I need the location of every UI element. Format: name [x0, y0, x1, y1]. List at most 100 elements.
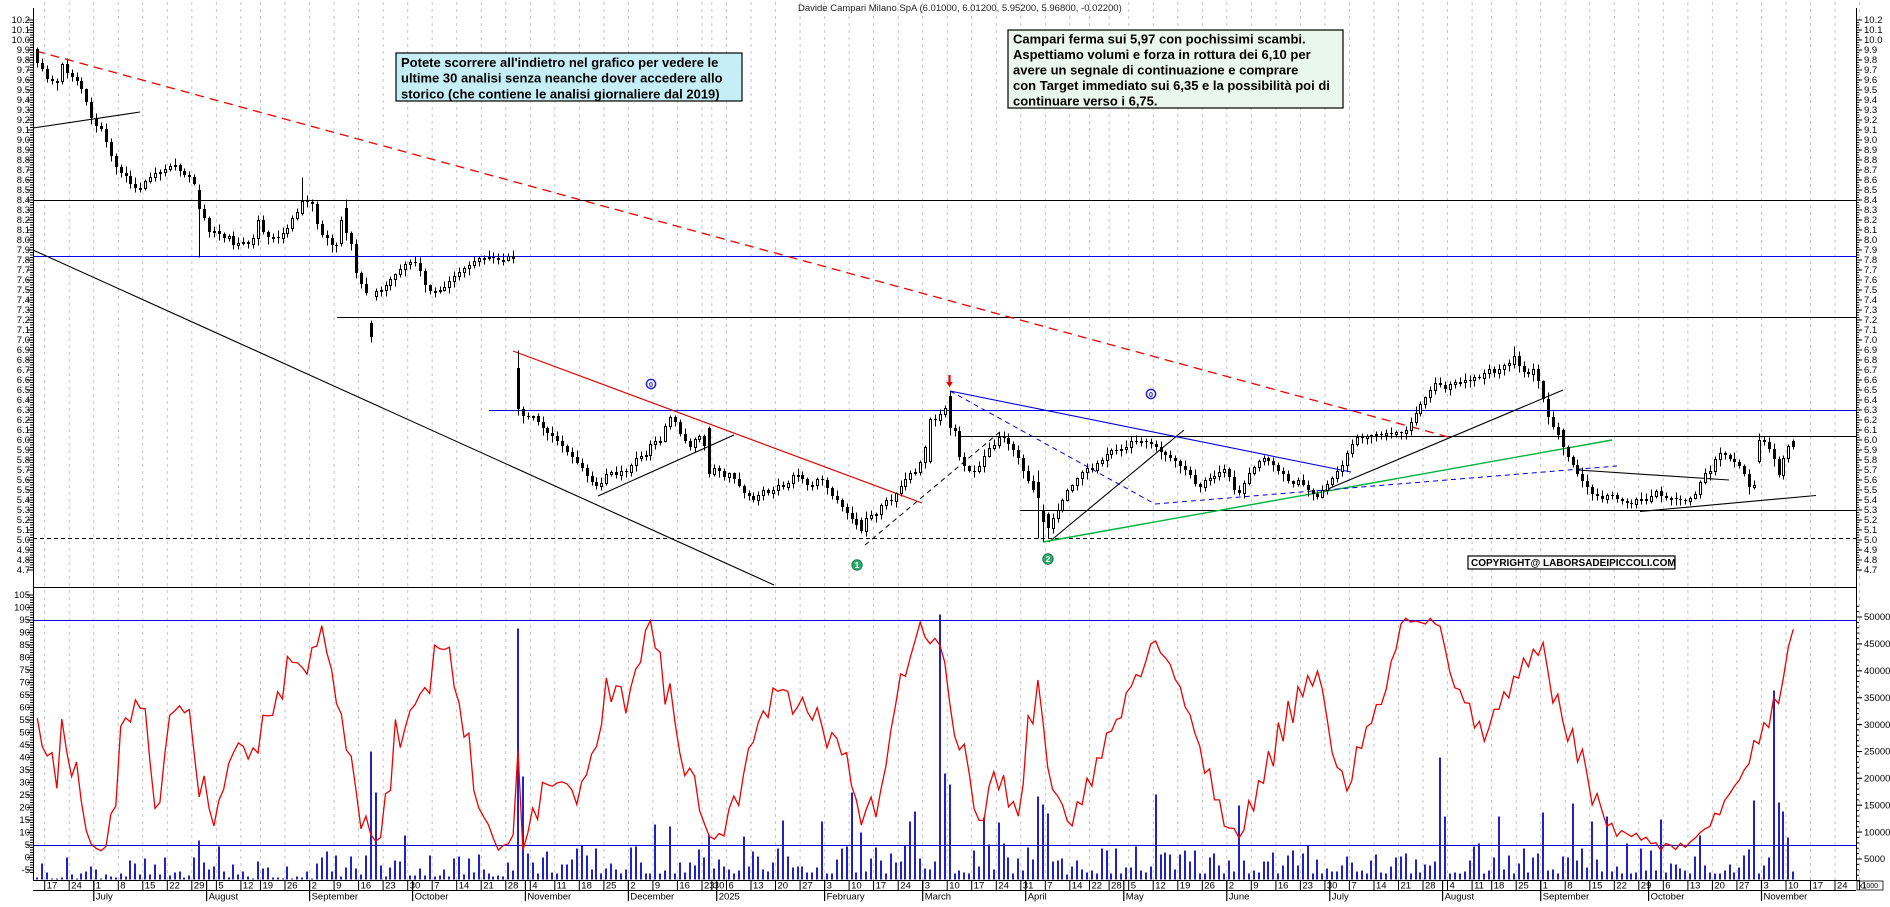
svg-text:5.8: 5.8: [1864, 455, 1877, 466]
svg-text:8.9: 8.9: [17, 145, 30, 156]
svg-text:avere un segnale di continuazi: avere un segnale di continuazione e comp…: [1013, 63, 1298, 78]
svg-text:7.4: 7.4: [17, 295, 30, 306]
svg-text:27: 27: [1739, 881, 1750, 892]
svg-text:5.6: 5.6: [17, 475, 30, 486]
svg-text:9.9: 9.9: [1864, 45, 1877, 56]
svg-text:0: 0: [25, 853, 30, 864]
svg-text:6.8: 6.8: [1864, 355, 1877, 366]
svg-text:November: November: [1764, 892, 1808, 903]
svg-text:October: October: [415, 892, 449, 903]
svg-text:11: 11: [1474, 881, 1484, 892]
svg-text:6.4: 6.4: [1864, 395, 1877, 406]
svg-text:February: February: [827, 892, 865, 903]
svg-text:9.5: 9.5: [1864, 85, 1877, 96]
svg-text:August: August: [209, 892, 239, 903]
svg-text:9.0: 9.0: [1864, 135, 1877, 146]
svg-text:September: September: [312, 892, 358, 903]
svg-text:15: 15: [145, 881, 156, 892]
svg-text:1: 1: [1862, 881, 1867, 892]
svg-text:5.2: 5.2: [1864, 515, 1877, 526]
svg-text:6.2: 6.2: [1864, 415, 1877, 426]
svg-text:10: 10: [1788, 881, 1799, 892]
svg-text:7: 7: [1351, 881, 1356, 892]
svg-text:8.0: 8.0: [1864, 235, 1877, 246]
svg-text:8.1: 8.1: [17, 225, 30, 236]
svg-text:5.8: 5.8: [17, 455, 30, 466]
svg-text:7.2: 7.2: [17, 315, 30, 326]
svg-text:24: 24: [900, 881, 911, 892]
svg-text:-5: -5: [22, 865, 30, 876]
svg-text:5.3: 5.3: [17, 505, 30, 516]
svg-text:7.3: 7.3: [17, 305, 30, 316]
svg-text:5.9: 5.9: [17, 445, 30, 456]
svg-text:5.5: 5.5: [17, 485, 30, 496]
svg-text:Campari ferma sui 5,97 con poc: Campari ferma sui 5,97 con pochissimi sc…: [1013, 32, 1306, 47]
svg-text:29: 29: [194, 881, 205, 892]
svg-text:7.6: 7.6: [17, 275, 30, 286]
svg-text:October: October: [1651, 892, 1685, 903]
svg-text:10.0: 10.0: [12, 35, 31, 46]
svg-text:19: 19: [1180, 881, 1191, 892]
svg-text:3: 3: [1764, 881, 1769, 892]
svg-text:5: 5: [25, 840, 30, 851]
svg-text:4.7: 4.7: [1864, 565, 1877, 576]
svg-text:9.9: 9.9: [17, 45, 30, 56]
svg-text:0: 0: [649, 380, 653, 389]
svg-text:6.3: 6.3: [17, 405, 30, 416]
svg-text:7.3: 7.3: [1864, 305, 1877, 316]
svg-text:2: 2: [630, 881, 635, 892]
svg-text:22: 22: [169, 881, 180, 892]
svg-text:8.9: 8.9: [1864, 145, 1877, 156]
svg-text:2: 2: [312, 881, 317, 892]
svg-text:March: March: [925, 892, 951, 903]
svg-text:x1000: x1000: [1859, 883, 1878, 890]
svg-text:9.4: 9.4: [17, 95, 30, 106]
svg-text:August: August: [1445, 892, 1475, 903]
svg-text:2: 2: [1046, 554, 1051, 564]
svg-text:May: May: [1126, 892, 1144, 903]
svg-text:18: 18: [581, 881, 592, 892]
svg-text:June: June: [1229, 892, 1250, 903]
svg-text:45000: 45000: [1864, 639, 1890, 650]
svg-text:12: 12: [1155, 881, 1166, 892]
svg-text:13: 13: [753, 881, 764, 892]
svg-text:5.4: 5.4: [1864, 495, 1877, 506]
svg-text:9.6: 9.6: [1864, 75, 1877, 86]
svg-text:storico (che contiene le anali: storico (che contiene le analisi giornal…: [401, 86, 720, 101]
svg-text:1: 1: [1543, 881, 1548, 892]
svg-text:8.6: 8.6: [1864, 175, 1877, 186]
svg-text:80: 80: [19, 653, 30, 664]
svg-text:26: 26: [1204, 881, 1215, 892]
svg-text:6.6: 6.6: [17, 375, 30, 386]
svg-text:2025: 2025: [719, 892, 740, 903]
svg-text:7.5: 7.5: [17, 285, 30, 296]
svg-text:4.8: 4.8: [1864, 555, 1877, 566]
svg-text:22: 22: [1092, 881, 1103, 892]
svg-text:25: 25: [19, 790, 30, 801]
svg-text:8.8: 8.8: [17, 155, 30, 166]
svg-text:90: 90: [19, 628, 30, 639]
svg-text:75: 75: [19, 665, 30, 676]
svg-text:5.7: 5.7: [1864, 465, 1877, 476]
svg-text:7.0: 7.0: [1864, 335, 1877, 346]
svg-text:14: 14: [1376, 881, 1387, 892]
svg-text:8.0: 8.0: [17, 235, 30, 246]
svg-text:30: 30: [714, 881, 725, 892]
svg-text:8: 8: [120, 881, 125, 892]
svg-text:6.1: 6.1: [17, 425, 30, 436]
svg-text:16: 16: [361, 881, 372, 892]
svg-text:6.9: 6.9: [1864, 345, 1877, 356]
svg-text:85: 85: [19, 640, 30, 651]
svg-text:6.7: 6.7: [17, 365, 30, 376]
svg-text:3: 3: [827, 881, 832, 892]
svg-text:10.0: 10.0: [1864, 35, 1883, 46]
svg-text:7.5: 7.5: [1864, 285, 1877, 296]
svg-text:1: 1: [96, 881, 101, 892]
svg-text:8.7: 8.7: [17, 165, 30, 176]
svg-text:September: September: [1543, 892, 1589, 903]
svg-text:10.2: 10.2: [1864, 15, 1883, 26]
svg-text:7.4: 7.4: [1864, 295, 1877, 306]
svg-text:9.3: 9.3: [17, 105, 30, 116]
svg-text:5.4: 5.4: [17, 495, 30, 506]
svg-text:6.7: 6.7: [1864, 365, 1877, 376]
